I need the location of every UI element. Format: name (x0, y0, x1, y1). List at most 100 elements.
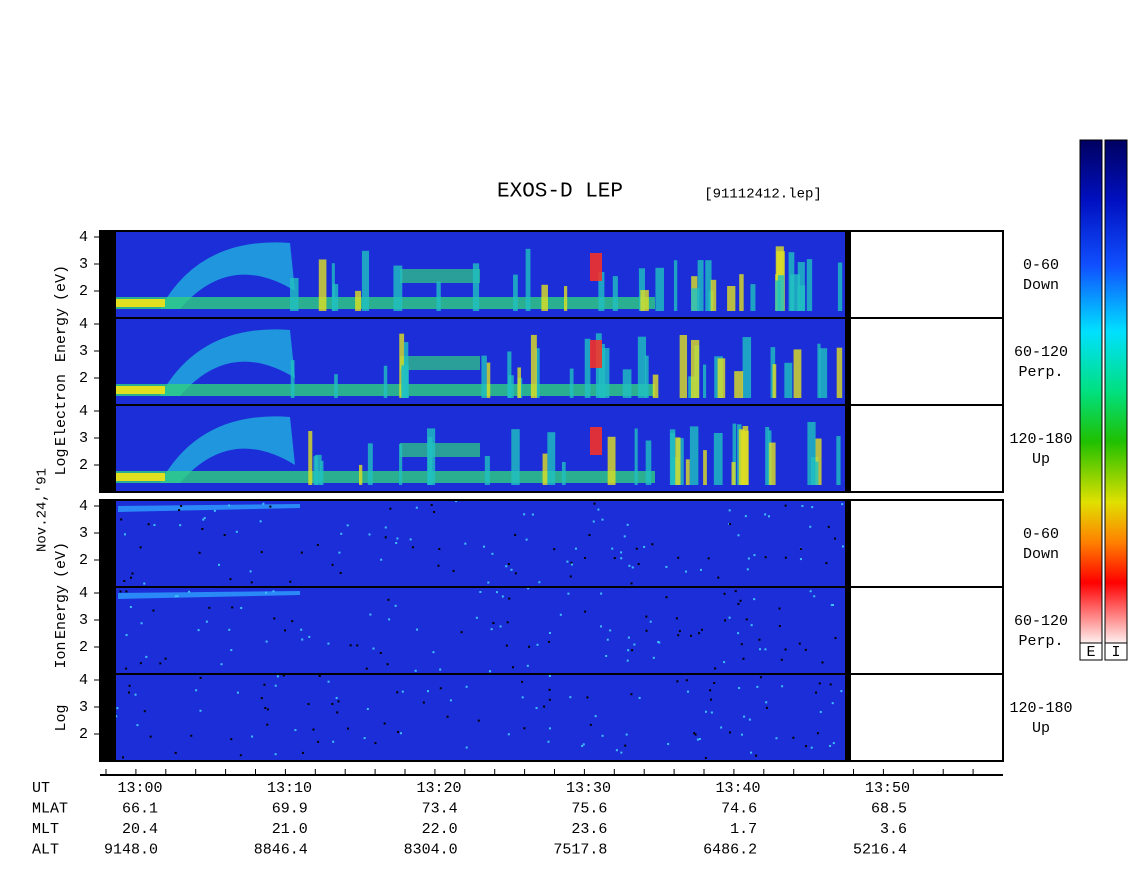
spectrogram-feature (262, 502, 265, 505)
spectrogram-feature (677, 634, 680, 637)
spectrogram-feature (188, 590, 191, 593)
spectrogram-feature (717, 576, 720, 579)
spectrogram-feature (401, 690, 404, 693)
y-tick-label: 2 (79, 726, 88, 743)
spectrogram-feature (198, 551, 201, 554)
spectrogram-feature (705, 260, 712, 311)
y-tick-label: 3 (79, 256, 88, 273)
spectrogram-feature (332, 284, 339, 311)
panel-direction: Perp. (1018, 364, 1063, 381)
spectrogram-feature (832, 603, 835, 606)
spectrogram-feature (291, 620, 294, 623)
spectrogram-feature (737, 534, 740, 537)
title: EXOS-D LEP (497, 181, 623, 204)
spectrogram-feature (750, 624, 753, 627)
spectrogram-feature (744, 515, 747, 518)
spectrogram-feature (834, 537, 837, 540)
spectrogram-feature (703, 450, 707, 485)
spectrogram-feature (841, 545, 844, 548)
spectrogram-feature (396, 691, 399, 694)
spectrogram-feature (513, 274, 518, 311)
cell: 75.6 (571, 800, 607, 817)
spectrogram-feature (115, 471, 655, 483)
spectrogram-feature (651, 543, 654, 546)
spectrogram-feature (609, 629, 612, 632)
spectrogram-feature (593, 502, 596, 505)
spectrogram-feature (240, 607, 243, 610)
y-tick-label: 2 (79, 283, 88, 300)
spectrogram-feature (759, 648, 762, 651)
spectrogram-feature (747, 557, 750, 560)
spectrogram-feature (685, 570, 688, 573)
spectrogram-feature (627, 649, 630, 652)
spectrogram-feature (686, 690, 689, 693)
spectrogram-feature (290, 277, 299, 311)
spectrogram-feature (724, 619, 727, 622)
spectrogram-feature (264, 706, 267, 709)
spectrogram-feature (464, 542, 467, 545)
spectrogram-feature (559, 613, 562, 616)
spectrogram-feature (584, 610, 587, 613)
spectrogram-feature (623, 535, 626, 538)
spectrogram-feature (583, 556, 586, 559)
spectrogram-feature (634, 428, 638, 485)
spectrogram-feature (592, 520, 595, 523)
spectrogram-feature (269, 505, 272, 508)
spectrogram-feature (799, 547, 802, 550)
cell: 20.4 (122, 821, 158, 838)
spectrogram-feature (784, 648, 787, 651)
spectrogram-feature (675, 437, 681, 485)
spectrogram-feature (685, 679, 688, 682)
row-header: MLT (32, 821, 59, 838)
spectrogram-feature (631, 566, 634, 569)
spectrogram-feature (115, 715, 118, 718)
spectrogram-feature (361, 250, 370, 311)
spectrogram-feature (160, 242, 295, 309)
spectrogram-feature (810, 746, 813, 749)
data-gap (100, 405, 116, 492)
spectrogram-feature (780, 658, 783, 661)
spectrogram (100, 587, 850, 674)
spectrogram-feature (422, 701, 425, 704)
spectrogram-feature (765, 701, 768, 704)
colorbar-label: I (1111, 644, 1120, 661)
spectrogram-feature (349, 644, 352, 647)
spectrogram-feature (396, 537, 399, 540)
spectrogram-feature (536, 643, 539, 646)
spectrogram-feature (535, 707, 538, 710)
spectrogram-feature (798, 642, 801, 645)
spectrogram-feature (607, 436, 616, 485)
spectrogram-feature (411, 546, 414, 549)
spectrogram-feature (693, 732, 696, 735)
spectrogram-feature (627, 636, 630, 639)
spectrogram-feature (527, 587, 530, 590)
spectrogram-feature (265, 640, 268, 643)
spectrogram-feature (446, 715, 449, 718)
spectrogram-feature (832, 742, 835, 745)
spectrogram-feature (229, 578, 232, 581)
spectrogram-feature (727, 286, 736, 311)
spectrogram-feature (548, 674, 551, 677)
spectrogram-feature (125, 634, 128, 637)
spectrogram-feature (652, 656, 655, 659)
spectrogram-feature (665, 596, 668, 599)
spectrogram-feature (689, 634, 692, 637)
panel-range: 60-120 (1014, 613, 1068, 630)
y-axis-label: Log (53, 448, 70, 475)
spectrogram-feature (797, 262, 805, 311)
spectrogram-feature (541, 284, 548, 311)
spectrogram-feature (811, 506, 814, 509)
spectrogram-feature (729, 731, 732, 734)
spectrogram-feature (698, 632, 701, 635)
spectrogram-feature (738, 687, 741, 690)
spectrogram-feature (205, 620, 208, 623)
spectrogram-feature (673, 260, 678, 311)
spectrogram-feature (506, 621, 509, 624)
spectrogram-feature (320, 460, 324, 485)
y-axis-label: Ion (53, 641, 70, 668)
y-tick-label: 4 (79, 498, 88, 515)
spectrogram-feature (759, 676, 762, 679)
date: Nov.24,'91 (35, 468, 51, 552)
spectrogram-feature (566, 560, 569, 563)
